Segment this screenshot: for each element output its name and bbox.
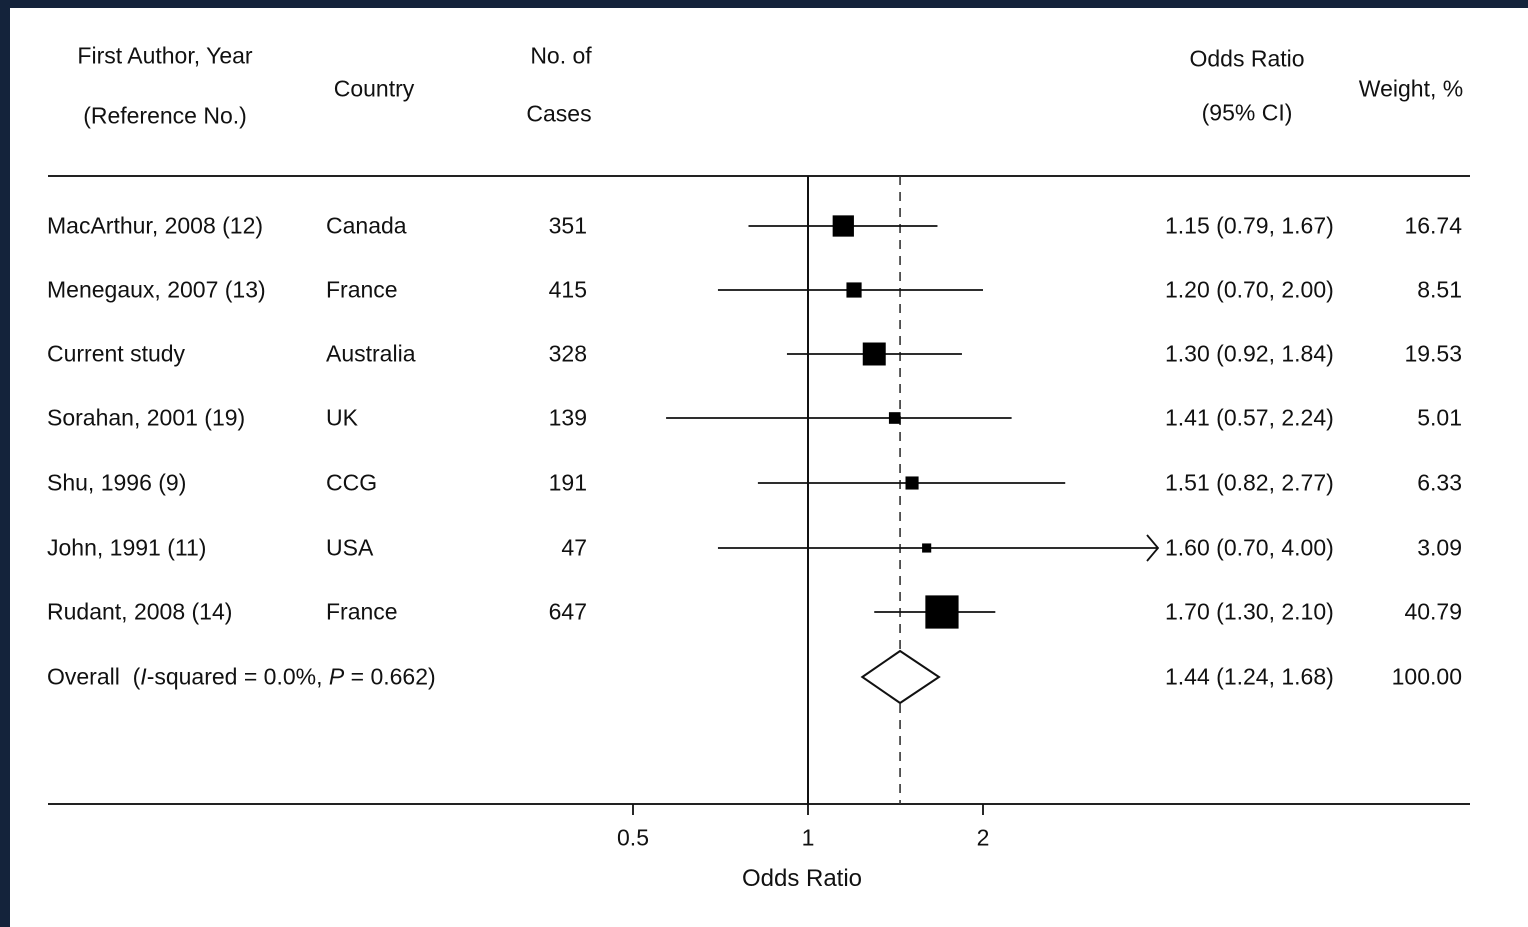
study-weight: 40.79 [1404,598,1462,625]
study-ci-text: 1.41 (0.57, 2.24) [1165,404,1334,431]
study-author: Rudant, 2008 (14) [47,598,233,625]
x-tick-label: 1 [801,824,815,851]
study-author: John, 1991 (11) [47,534,207,561]
forest-plot-svg [48,175,1470,815]
study-weight: 16.74 [1404,212,1462,239]
study-weight: 19.53 [1404,340,1462,367]
point-estimate-square [888,412,901,424]
study-ci-text: 1.15 (0.79, 1.67) [1165,212,1334,239]
ci-arrow [1146,534,1160,562]
header-or-line2: (95% CI) [1201,99,1293,126]
overall-label: Overall (I-squared = 0.0%, P = 0.662) [47,663,436,690]
header-country: Country [333,75,415,102]
header-cases-line1: No. of [530,42,592,69]
study-ci-text: 1.30 (0.92, 1.84) [1165,340,1334,367]
overall-ci-text: 1.44 (1.24, 1.68) [1165,663,1334,690]
study-country: CCG [326,469,378,496]
forest-plot-panel: First Author, Year (Reference No.) Count… [10,8,1528,927]
point-estimate-square [905,476,919,490]
study-author: MacArthur, 2008 (12) [47,212,264,239]
point-estimate-square [922,543,932,553]
study-cases: 47 [561,534,587,561]
x-axis-title: Odds Ratio [741,865,863,892]
study-cases: 328 [548,340,587,367]
study-author: Current study [47,340,186,367]
point-estimate-square [862,342,886,366]
study-cases: 139 [548,404,587,431]
overall-label-mid: -squared = 0.0%, [146,663,329,690]
study-country: UK [326,404,358,431]
overall-diamond [860,649,941,705]
study-weight: 8.51 [1417,276,1462,303]
study-country: Canada [326,212,407,239]
study-ci-text: 1.70 (1.30, 2.10) [1165,598,1334,625]
study-cases: 647 [548,598,587,625]
header-author-line2: (Reference No.) [83,102,247,129]
study-author: Shu, 1996 (9) [47,469,187,496]
header-or-line1: Odds Ratio [1189,45,1305,72]
point-estimate-square [925,595,959,629]
study-ci-text: 1.51 (0.82, 2.77) [1165,469,1334,496]
x-tick-label: 2 [976,824,990,851]
study-country: USA [326,534,374,561]
study-ci-text: 1.20 (0.70, 2.00) [1165,276,1334,303]
study-country: Australia [326,340,416,367]
x-tick-label: 0.5 [617,824,649,851]
study-cases: 191 [548,469,587,496]
study-country: France [326,598,398,625]
study-cases: 351 [548,212,587,239]
study-weight: 3.09 [1417,534,1462,561]
overall-label-end: = 0.662) [344,663,436,690]
study-author: Menegaux, 2007 (13) [47,276,266,303]
overall-label-p: P [328,663,345,690]
header-author-line1: First Author, Year [77,42,253,69]
point-estimate-square [832,215,854,237]
header-weight: Weight, % [1358,75,1464,102]
header-cases-line2: Cases [526,100,592,127]
study-ci-text: 1.60 (0.70, 4.00) [1165,534,1334,561]
point-estimate-square [846,282,862,298]
study-cases: 415 [548,276,587,303]
study-weight: 6.33 [1417,469,1462,496]
study-author: Sorahan, 2001 (19) [47,404,246,431]
overall-label-prefix: Overall ( [47,663,141,690]
overall-label-i: I [140,663,147,690]
study-weight: 5.01 [1417,404,1462,431]
study-country: France [326,276,398,303]
overall-weight: 100.00 [1391,663,1462,690]
